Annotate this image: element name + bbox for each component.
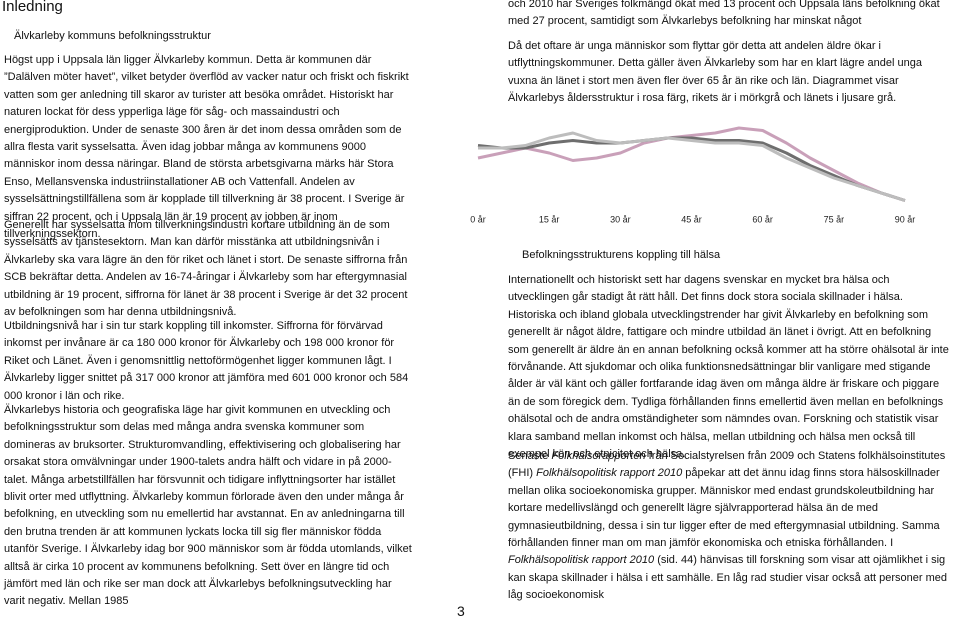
subtitle: Älvkarleby kommuns befolkningsstruktur — [14, 30, 211, 42]
paragraph: Generellt har sysselsatta inom tillverkn… — [4, 219, 408, 319]
text-run: från Socialstyrelsen från 2009 och State… — [508, 450, 946, 480]
caption: Befolkningsstrukturens koppling till häl… — [522, 249, 721, 261]
paragraph: Internationellt och historiskt sett har … — [508, 272, 952, 463]
series-line — [477, 126, 906, 202]
x-tick-label: 75 år — [824, 214, 845, 224]
x-tick-label: 90 år — [895, 214, 916, 224]
paragraph: Älvkarlebys historia och geografiska läg… — [4, 404, 412, 608]
x-tick-label: 0 år — [470, 214, 486, 224]
title: Inledning — [2, 0, 63, 15]
text-run: påpekar att det ännu idag finns stora hä… — [508, 467, 940, 550]
x-tick-label: 15 år — [539, 214, 560, 224]
paragraph: och 2010 har Sveriges folkmängd ökat med… — [508, 0, 940, 28]
text-run: Folkhälsopolitisk rapport 2010 — [508, 554, 655, 567]
chart: 0 år 15 år 30 år 45 år 60 år 75 år 90 år — [470, 126, 916, 224]
paragraph: Utbildningsnivå har i sin tur stark kopp… — [4, 320, 409, 402]
series-line — [478, 131, 906, 202]
text-run: Senaste — [508, 450, 552, 462]
text-run: Folkhälsorapporten — [551, 450, 646, 462]
text-run: (sid. 44) hänvisas till forskning som vi… — [508, 554, 947, 602]
text-run: Folkhälsopolitisk rapport 2010 — [536, 467, 683, 480]
x-tick-label: 30 år — [610, 214, 631, 224]
page-number: 3 — [457, 603, 465, 619]
paragraph: Då det oftare är unga människor som flyt… — [508, 40, 922, 105]
series-line — [477, 136, 906, 202]
x-tick-label: 60 år — [752, 214, 773, 224]
paragraph: Senaste Folkhälsorapporten från Socialst… — [508, 448, 952, 605]
text-run: Internationellt och historiskt sett har … — [508, 274, 949, 461]
x-tick-label: 45 år — [681, 214, 702, 224]
paragraph: Högst upp i Uppsala län ligger Älvkarleb… — [4, 54, 409, 241]
